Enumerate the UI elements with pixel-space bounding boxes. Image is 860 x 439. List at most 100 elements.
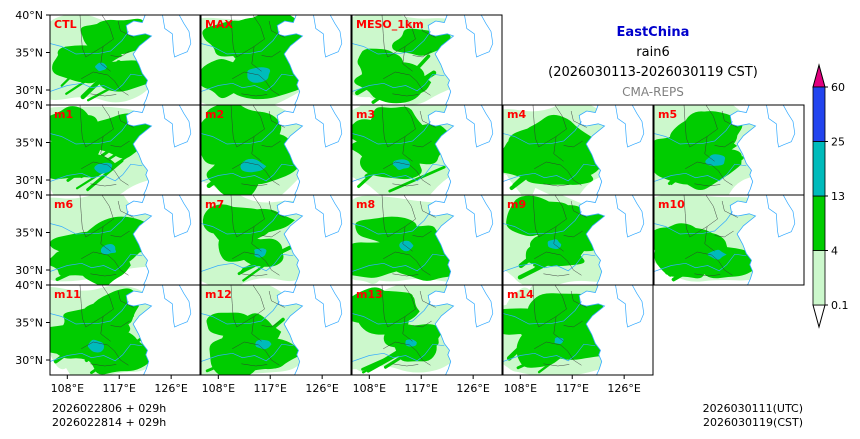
x-tick-label: 108°E	[504, 382, 537, 395]
rain-field-moderate	[219, 17, 283, 50]
rain-streak	[80, 60, 121, 100]
rain-streak	[529, 329, 570, 363]
province-border	[419, 20, 436, 38]
rain-field-moderate	[383, 324, 443, 350]
river-yangtze	[50, 343, 143, 362]
province-border	[721, 200, 738, 218]
province-border	[543, 183, 570, 187]
province-border	[251, 226, 262, 252]
y-tick-label: 35°N	[15, 227, 43, 240]
y-tick-label: 30°N	[15, 84, 43, 97]
rain-streak	[392, 70, 437, 101]
province-border	[416, 80, 431, 96]
province-border	[265, 350, 280, 366]
rain-streak	[516, 342, 572, 370]
title-region: EastChina	[617, 25, 690, 40]
init-time-2: 2026022814 + 029h	[52, 416, 166, 429]
coastline	[276, 105, 304, 195]
korea-land	[313, 285, 343, 328]
rain-streak	[671, 254, 717, 282]
korea-land	[615, 195, 645, 238]
province-border	[553, 226, 564, 252]
korea-land	[162, 285, 192, 328]
province-border	[100, 226, 111, 252]
rain-streak	[364, 144, 419, 179]
rain-streak	[209, 56, 264, 87]
river-yellow	[50, 31, 129, 55]
panel-label: m2	[205, 108, 224, 121]
panel-label: m1	[54, 108, 73, 121]
province-border	[79, 195, 87, 238]
y-tick-label: 30°N	[15, 264, 43, 277]
province-border	[81, 161, 115, 172]
panel-label: m11	[54, 288, 81, 301]
axis-ticks: 30°N 35°N 40°N 30°N 35°N 40°N 30°N 35°N 40°N 30°N…	[15, 9, 641, 395]
korea-land	[162, 195, 192, 238]
river-yellow	[654, 121, 733, 145]
province-border	[387, 218, 416, 238]
title-variable: rain6	[636, 45, 669, 60]
province-border	[567, 350, 582, 366]
province-border	[236, 38, 265, 58]
colorbar-label: 0.1	[831, 299, 849, 312]
province-border	[685, 161, 719, 172]
province-border	[554, 105, 567, 130]
rain-streak	[68, 237, 103, 274]
x-tick-label: 126°E	[154, 382, 187, 395]
province-border	[563, 140, 583, 148]
coastline	[427, 105, 455, 195]
province-border	[381, 285, 389, 328]
province-border	[392, 273, 419, 277]
colorbar-label: 25	[831, 136, 845, 149]
panel-label: m4	[507, 108, 526, 121]
province-border	[392, 363, 419, 367]
province-border	[570, 200, 587, 218]
panel-m2: m2	[200, 104, 352, 196]
panel-m5: m5	[653, 104, 805, 196]
river-yellow	[201, 301, 280, 325]
province-border	[402, 316, 413, 342]
province-border	[383, 161, 417, 172]
province-border	[117, 290, 134, 308]
panel-label: m5	[658, 108, 677, 121]
y-tick-label: 40°N	[15, 279, 43, 292]
panel-label: m10	[658, 198, 685, 211]
province-border	[241, 93, 268, 97]
province-border	[392, 93, 419, 97]
panel-m4: m4	[502, 104, 654, 196]
panel-frame	[502, 284, 654, 376]
rain-streak	[379, 233, 413, 271]
coastline	[125, 105, 153, 195]
province-border	[241, 363, 268, 367]
panel-label: MESO_1km	[356, 18, 424, 31]
province-border	[543, 273, 570, 277]
province-border	[232, 341, 266, 352]
rain-field-heavy	[392, 159, 411, 170]
province-border	[265, 80, 280, 96]
rain-field-moderate	[227, 313, 276, 348]
korea-land	[766, 195, 796, 238]
province-border	[683, 195, 691, 238]
river-yangtze	[201, 73, 294, 92]
panel-label: m3	[356, 108, 375, 121]
y-tick-label: 35°N	[15, 47, 43, 60]
korea-land	[615, 285, 645, 328]
province-border	[230, 15, 238, 58]
rain-streak	[383, 332, 440, 369]
river-yellow	[201, 31, 280, 55]
province-border	[265, 170, 280, 186]
rain-field-heavy	[94, 162, 113, 174]
province-border	[387, 128, 416, 148]
province-border	[704, 226, 715, 252]
province-border	[79, 105, 87, 148]
province-border	[101, 15, 114, 40]
colorbar-extend-over	[812, 63, 826, 88]
province-border	[81, 71, 115, 82]
province-border	[268, 200, 285, 218]
panel-m1: m1	[49, 104, 201, 196]
rain-streak	[537, 337, 586, 374]
coastline	[427, 285, 455, 375]
river-yellow	[352, 121, 431, 145]
province-border	[252, 285, 265, 310]
